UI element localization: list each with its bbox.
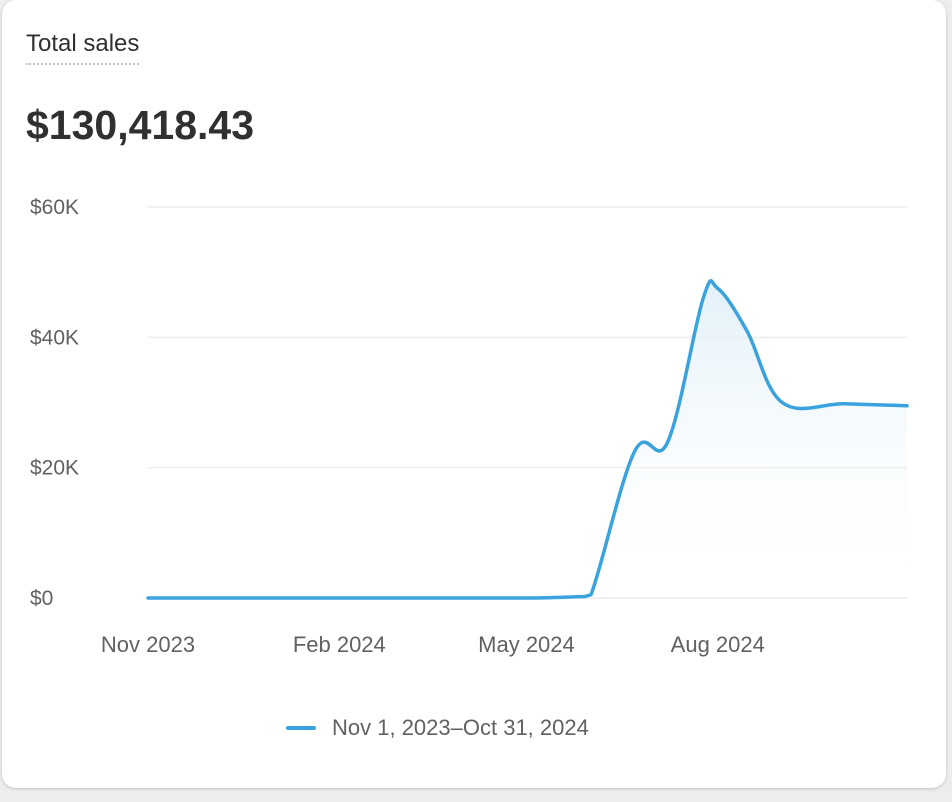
series-layer (146, 279, 909, 600)
total-sales-card: Total sales $130,418.43 (2, 0, 946, 788)
data-point[interactable] (666, 440, 670, 444)
data-point[interactable] (716, 286, 720, 290)
data-point[interactable] (462, 596, 466, 600)
card-title[interactable]: Total sales (26, 30, 140, 65)
data-point[interactable] (208, 596, 212, 600)
data-point[interactable] (273, 596, 277, 600)
data-point[interactable] (745, 329, 749, 333)
data-point[interactable] (780, 401, 784, 405)
y-tick-label: $0 (30, 587, 53, 610)
legend-series-label: Nov 1, 2023–Oct 31, 2024 (332, 715, 589, 740)
y-axis-ticks: $0 $20K $40K $60K (30, 196, 79, 610)
chart-legend[interactable]: Nov 1, 2023–Oct 31, 2024 (286, 712, 589, 744)
y-tick-label: $20K (30, 457, 79, 480)
y-tick-label: $60K (30, 196, 79, 219)
data-point[interactable] (524, 596, 528, 600)
data-point[interactable] (905, 404, 909, 408)
data-point[interactable] (633, 449, 637, 453)
x-tick-label: May 2024 (478, 632, 575, 657)
x-axis-ticks: Nov 2023 Feb 2024 May 2024 Aug 2024 (101, 632, 765, 657)
data-point[interactable] (701, 296, 705, 300)
data-point[interactable] (574, 595, 578, 599)
total-sales-value: $130,418.43 (26, 102, 255, 148)
x-tick-label: Aug 2024 (671, 632, 765, 657)
legend-swatch-line (286, 726, 316, 730)
x-tick-label: Feb 2024 (293, 632, 386, 657)
x-tick-label: Nov 2023 (101, 632, 195, 657)
data-point[interactable] (843, 402, 847, 406)
data-point[interactable] (589, 593, 593, 597)
series-line[interactable] (146, 279, 909, 600)
series-area-fill (148, 280, 907, 598)
y-tick-label: $40K (30, 326, 79, 349)
data-point[interactable] (146, 596, 150, 600)
data-point[interactable] (398, 596, 402, 600)
data-point[interactable] (337, 596, 341, 600)
